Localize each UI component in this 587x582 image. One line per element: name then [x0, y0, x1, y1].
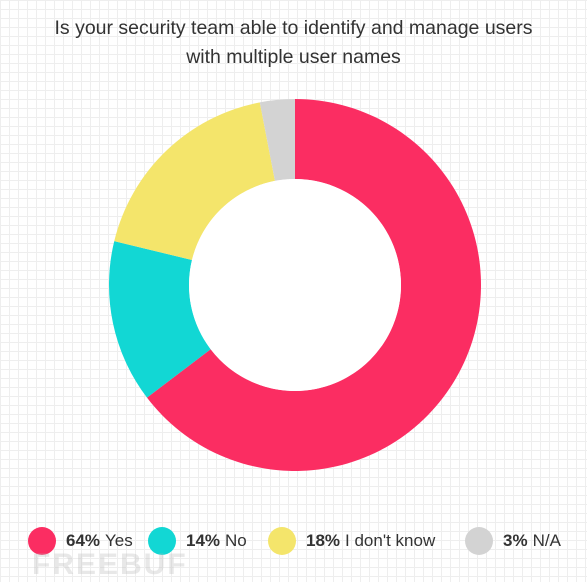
- donut-slice-dont-know: [114, 102, 275, 261]
- legend-value-yes: 64%: [66, 531, 101, 550]
- legend-item-na: 3% N/A: [465, 526, 561, 556]
- legend-swatch-no: [148, 527, 176, 555]
- legend-label-dont-know: I don't know: [345, 531, 436, 550]
- chart-title: Is your security team able to identify a…: [0, 14, 587, 72]
- legend-item-no: 14% No: [148, 526, 247, 556]
- donut-slice-yes: [146, 99, 482, 472]
- donut-hole: [189, 179, 401, 391]
- legend-swatch-yes: [28, 527, 56, 555]
- chart-title-line-2: with multiple user names: [186, 46, 401, 68]
- donut-slice-no: [109, 241, 211, 398]
- legend-value-na: 3%: [503, 531, 528, 550]
- legend-item-yes: 64% Yes: [28, 526, 133, 556]
- legend-item-dont-know: 18% I don't know: [268, 526, 435, 556]
- legend-label-yes: Yes: [105, 531, 133, 550]
- legend-value-dont-know: 18%: [306, 531, 341, 550]
- chart-title-line-1: Is your security team able to identify a…: [54, 17, 533, 39]
- chart-legend: 64% Yes 14% No 18% I don't know 3% N/A: [0, 526, 587, 556]
- legend-label-na: N/A: [532, 531, 561, 550]
- legend-swatch-na: [465, 527, 493, 555]
- donut-slice-na: [259, 99, 295, 181]
- legend-value-no: 14%: [186, 531, 221, 550]
- legend-swatch-dont-know: [268, 527, 296, 555]
- legend-label-no: No: [225, 531, 247, 550]
